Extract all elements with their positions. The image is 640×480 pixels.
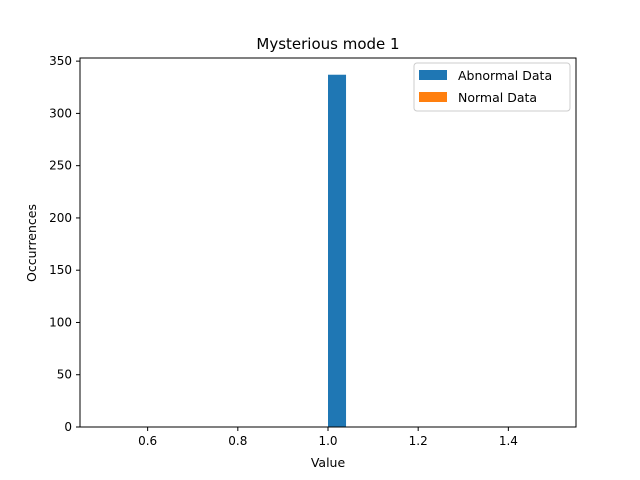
y-axis-label: Occurrences: [24, 204, 39, 282]
legend-swatch-0: [419, 70, 447, 80]
y-tick-label: 150: [49, 263, 72, 277]
x-axis-label: Value: [311, 455, 346, 470]
legend-label-1: Normal Data: [458, 90, 537, 105]
y-tick-label: 50: [57, 368, 72, 382]
y-tick-label: 0: [64, 420, 72, 434]
x-tick-label: 1.2: [409, 434, 428, 448]
chart-title: Mysterious mode 1: [256, 35, 399, 53]
bars-layer: [328, 74, 347, 427]
y-axis-ticks: 0 50 100 150 200 250 300 350: [49, 54, 80, 434]
legend-swatch-1: [419, 92, 447, 102]
x-tick-label: 1.0: [318, 434, 337, 448]
x-tick-label: 0.6: [138, 434, 157, 448]
x-tick-label: 0.8: [228, 434, 247, 448]
legend-box: [413, 62, 571, 112]
y-tick-label: 350: [49, 54, 72, 68]
bar-0-0: [328, 74, 347, 427]
y-tick-label: 200: [49, 211, 72, 225]
y-tick-label: 100: [49, 315, 72, 329]
x-tick-label: 1.4: [499, 434, 518, 448]
legend-entries: Abnormal Data Normal Data: [419, 68, 552, 105]
legend: Abnormal Data Normal Data: [413, 62, 571, 112]
y-tick-label: 300: [49, 106, 72, 120]
legend-label-0: Abnormal Data: [458, 68, 552, 83]
y-tick-label: 250: [49, 159, 72, 173]
x-axis-ticks: 0.6 0.8 1.0 1.2 1.4: [138, 427, 518, 448]
